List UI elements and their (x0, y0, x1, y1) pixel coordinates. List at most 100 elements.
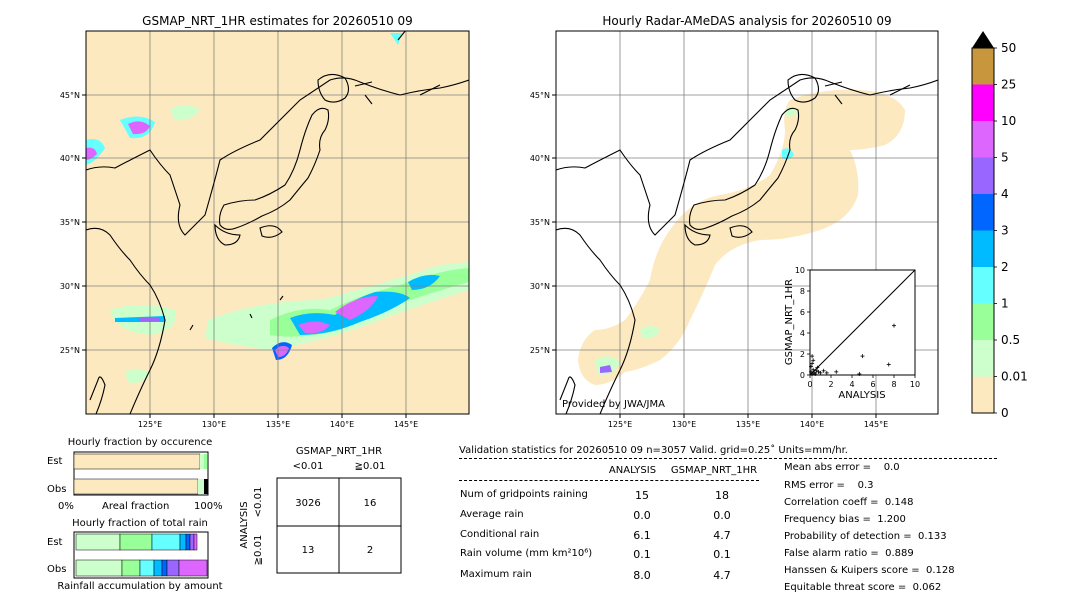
colorbar-segment (972, 303, 994, 340)
stat-analysis-value: 0.0 (633, 509, 651, 522)
score-line: RMS error = 0.3 (784, 480, 874, 491)
left-lat-label: 35°N (60, 218, 80, 227)
colorbar-label: 0.5 (1001, 333, 1020, 347)
total-rain-obs-bar (161, 559, 168, 577)
right-map: 45°N 40°N 35°N 30°N 25°N 125°E 130°E 135… (530, 30, 939, 429)
total-rain-est-label: Est (47, 537, 63, 548)
stats-divider (459, 480, 759, 481)
contingency-cell: 13 (302, 545, 315, 556)
scatter-point (814, 368, 819, 373)
scatter-y-tick: 0 (800, 371, 805, 380)
occurrence-xlabel: Areal fraction (102, 501, 170, 512)
score-line: Mean abs error = 0.0 (784, 462, 900, 473)
right-rain-patches (595, 107, 798, 375)
contingency-table: ANALYSIS <0.01 ≧0.01 3026 16 13 2 (239, 477, 402, 574)
colorbar-label: 1 (1001, 297, 1009, 311)
scatter-inset: 0 2 4 6 8 10 0 2 4 6 8 10 ANALYSIS GSMAP_NRT_1HR (784, 266, 920, 401)
occurrence-obs-bar (204, 479, 208, 494)
right-map-gridlines (556, 31, 938, 414)
right-lat-label: 45°N (530, 91, 550, 100)
total-rain-title: Hourly fraction of total rain (72, 518, 208, 529)
scatter-point (809, 364, 814, 369)
total-rain-obs-bar (121, 559, 141, 577)
total-rain-est-bar (179, 533, 187, 551)
stat-label: Maximum rain (460, 569, 532, 580)
total-rain-obs-bar (178, 559, 208, 577)
colorbar-segment (972, 230, 994, 267)
scatter-diagonal (809, 269, 916, 376)
contingency-cell: 16 (364, 498, 377, 509)
total-rain-obs-bar (139, 559, 155, 577)
scatter-point (810, 361, 815, 366)
scatter-ylabel: GSMAP_NRT_1HR (784, 279, 795, 365)
right-lon-label: 130°E (672, 420, 696, 429)
scatter-x-tick: 10 (910, 380, 920, 389)
right-lat-label: 25°N (530, 346, 550, 355)
colorbar-segment (972, 157, 994, 194)
total-rain-obs-bar (75, 559, 123, 577)
stat-gsmap-value: 4.7 (713, 529, 731, 542)
right-lat-label: 40°N (530, 154, 550, 163)
total-rain-xlabel: Rainfall accumulation by amount (57, 581, 223, 592)
score-line: Hanssen & Kuipers score = 0.128 (784, 565, 955, 576)
occurrence-est-bar (73, 453, 201, 470)
validation-divider (459, 458, 997, 459)
colorbar-segment (972, 340, 994, 377)
total-rain-est-bar (151, 533, 181, 551)
total-rain-est-bar (185, 533, 191, 551)
scatter-point (824, 370, 829, 375)
scatter-x-tick: 2 (828, 380, 833, 389)
scatter-x-tick: 4 (849, 380, 854, 389)
scatter-y-tick: 6 (800, 308, 805, 317)
stat-gsmap-value: 0.1 (713, 548, 731, 561)
stat-analysis-value: 6.1 (633, 529, 651, 542)
contingency-title: GSMAP_NRT_1HR (295, 446, 383, 457)
occurrence-est-label: Est (47, 456, 63, 467)
right-lon-label: 125°E (608, 420, 632, 429)
scatter-point (811, 367, 816, 372)
scatter-xlabel: ANALYSIS (838, 390, 885, 401)
colorbar-label: 50 (1001, 41, 1016, 55)
colorbar-label: 3 (1001, 224, 1009, 238)
stat-gsmap-value: 4.7 (713, 569, 731, 582)
left-lon-label: 145°E (394, 420, 418, 429)
validation-header: Validation statistics for 20260510 09 n=… (459, 445, 848, 456)
left-rain-patches (86, 33, 469, 383)
left-map: 45°N 40°N 35°N 30°N 25°N 125°E 130°E 135… (60, 30, 470, 429)
scatter-point (860, 354, 865, 359)
colorbar-segment (972, 267, 994, 304)
left-lon-label: 135°E (266, 420, 290, 429)
colorbar-label: 2 (1001, 260, 1009, 274)
contingency-cell: 2 (367, 545, 373, 556)
colorbar-segment (972, 121, 994, 158)
left-lon-label: 125°E (138, 420, 162, 429)
left-map-coastline (86, 31, 469, 414)
total-rain-est-bar (75, 533, 121, 551)
colorbar-segment (972, 194, 994, 231)
left-lon-label: 140°E (330, 420, 354, 429)
colorbar: 50 25 10 5 4 3 2 1 0.5 0.01 0 (971, 31, 1028, 420)
contingency-row-axis: ANALYSIS (239, 501, 250, 548)
scatter-x-tick: 0 (807, 380, 812, 389)
right-lat-label: 35°N (530, 218, 550, 227)
right-lon-label: 140°E (800, 420, 824, 429)
scatter-point (809, 369, 814, 374)
score-line: Equitable threat score = 0.062 (784, 582, 942, 593)
score-line: Correlation coeff = 0.148 (784, 497, 914, 508)
data-credit: Provided by JWA/JMA (562, 399, 665, 410)
left-map-gridlines (86, 31, 469, 414)
colorbar-label: 25 (1001, 78, 1016, 92)
total-rain-bars (73, 531, 209, 579)
occurrence-obs-bar (198, 479, 204, 494)
left-lon-label: 130°E (202, 420, 226, 429)
contingency-row-label: <0.01 (253, 487, 264, 518)
colorbar-segment (972, 48, 994, 85)
colorbar-extend-arrow (972, 31, 994, 48)
contingency-col-label: <0.01 (292, 461, 324, 472)
score-line: False alarm ratio = 0.889 (784, 548, 914, 559)
right-map-coastline (556, 73, 938, 414)
stat-analysis-value: 0.1 (633, 548, 651, 561)
colorbar-label: 5 (1001, 151, 1009, 165)
stat-analysis-value: 8.0 (633, 569, 651, 582)
occurrence-obs-bar (73, 478, 199, 495)
